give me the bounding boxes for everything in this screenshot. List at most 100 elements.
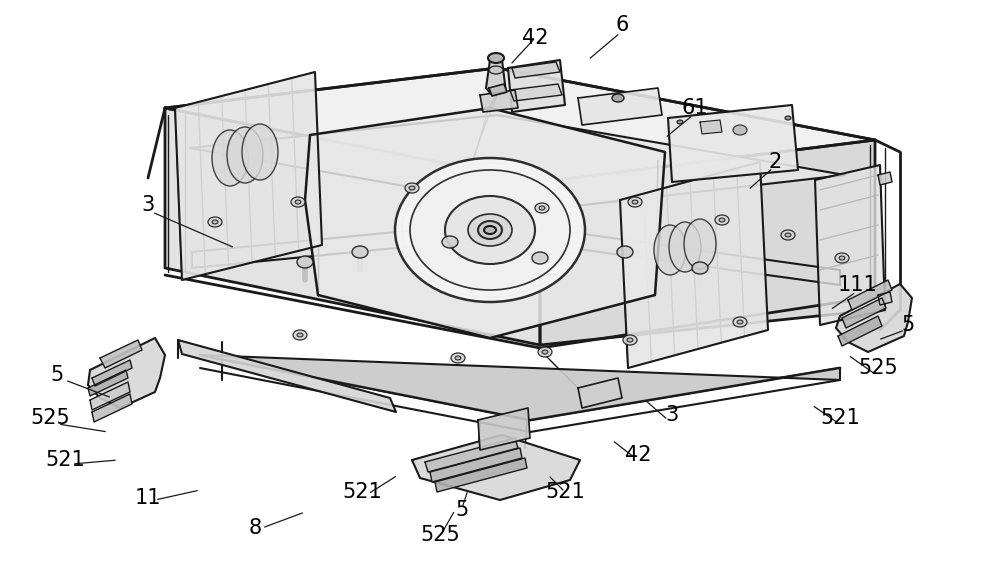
Polygon shape xyxy=(165,108,540,345)
Ellipse shape xyxy=(405,183,419,193)
Ellipse shape xyxy=(455,356,461,360)
Ellipse shape xyxy=(839,256,845,260)
Text: 521: 521 xyxy=(342,482,382,502)
Polygon shape xyxy=(178,340,396,412)
Ellipse shape xyxy=(293,330,307,340)
Ellipse shape xyxy=(684,219,716,269)
Ellipse shape xyxy=(719,218,725,222)
Polygon shape xyxy=(305,108,665,338)
Ellipse shape xyxy=(623,335,637,345)
Ellipse shape xyxy=(295,200,301,204)
Polygon shape xyxy=(540,140,875,345)
Text: 521: 521 xyxy=(545,482,585,502)
Text: 5: 5 xyxy=(50,365,64,385)
Text: 42: 42 xyxy=(522,28,548,48)
Polygon shape xyxy=(836,284,912,352)
Polygon shape xyxy=(878,172,892,185)
Ellipse shape xyxy=(835,253,849,263)
Text: 525: 525 xyxy=(420,525,460,545)
Text: 5: 5 xyxy=(901,315,915,335)
Ellipse shape xyxy=(538,347,552,357)
Text: 42: 42 xyxy=(625,445,651,465)
Polygon shape xyxy=(412,435,580,500)
Ellipse shape xyxy=(733,317,747,327)
Ellipse shape xyxy=(627,338,633,342)
Ellipse shape xyxy=(468,214,512,246)
Ellipse shape xyxy=(539,206,545,210)
Polygon shape xyxy=(88,338,165,408)
Ellipse shape xyxy=(632,200,638,204)
Polygon shape xyxy=(480,90,518,112)
Ellipse shape xyxy=(737,320,743,324)
Ellipse shape xyxy=(484,226,496,234)
Ellipse shape xyxy=(542,350,548,354)
Ellipse shape xyxy=(677,120,683,124)
Ellipse shape xyxy=(291,197,305,207)
Ellipse shape xyxy=(352,246,368,258)
Polygon shape xyxy=(90,382,130,410)
Ellipse shape xyxy=(692,262,708,274)
Polygon shape xyxy=(815,165,885,325)
Text: 61: 61 xyxy=(682,98,708,118)
Ellipse shape xyxy=(242,124,278,180)
Polygon shape xyxy=(578,88,662,125)
Text: 525: 525 xyxy=(858,358,898,378)
Ellipse shape xyxy=(781,230,795,240)
Text: 521: 521 xyxy=(45,450,85,470)
Ellipse shape xyxy=(628,197,642,207)
Text: 521: 521 xyxy=(820,408,860,428)
Ellipse shape xyxy=(409,186,415,190)
Polygon shape xyxy=(92,360,132,386)
Text: 3: 3 xyxy=(665,405,679,425)
Ellipse shape xyxy=(445,196,535,264)
Ellipse shape xyxy=(227,127,263,183)
Ellipse shape xyxy=(715,215,729,225)
Polygon shape xyxy=(838,316,882,346)
Text: 2: 2 xyxy=(768,152,782,172)
Ellipse shape xyxy=(410,170,570,290)
Polygon shape xyxy=(190,115,845,210)
Ellipse shape xyxy=(395,158,585,302)
Polygon shape xyxy=(88,370,128,396)
Ellipse shape xyxy=(212,220,218,224)
Polygon shape xyxy=(100,340,142,368)
Polygon shape xyxy=(700,120,722,134)
Ellipse shape xyxy=(212,130,248,186)
Polygon shape xyxy=(92,394,132,422)
Polygon shape xyxy=(878,292,892,305)
Ellipse shape xyxy=(612,94,624,102)
Text: 5: 5 xyxy=(455,500,469,520)
Polygon shape xyxy=(200,355,840,420)
Text: 525: 525 xyxy=(30,408,70,428)
Ellipse shape xyxy=(785,116,791,120)
Polygon shape xyxy=(486,60,506,95)
Polygon shape xyxy=(842,298,886,328)
Polygon shape xyxy=(478,408,530,450)
Polygon shape xyxy=(435,458,527,492)
Polygon shape xyxy=(425,438,518,472)
Text: 3: 3 xyxy=(141,195,155,215)
Ellipse shape xyxy=(535,203,549,213)
Polygon shape xyxy=(620,162,768,368)
Polygon shape xyxy=(508,60,565,112)
Polygon shape xyxy=(489,84,507,96)
Ellipse shape xyxy=(297,256,313,268)
Ellipse shape xyxy=(451,353,465,363)
Ellipse shape xyxy=(488,53,504,63)
Ellipse shape xyxy=(208,217,222,227)
Text: 8: 8 xyxy=(248,518,262,538)
Ellipse shape xyxy=(442,236,458,248)
Polygon shape xyxy=(578,378,622,408)
Ellipse shape xyxy=(489,66,503,74)
Polygon shape xyxy=(510,84,562,101)
Polygon shape xyxy=(165,68,875,182)
Polygon shape xyxy=(848,280,892,310)
Ellipse shape xyxy=(478,221,502,239)
Ellipse shape xyxy=(785,233,791,237)
Polygon shape xyxy=(512,62,560,78)
Ellipse shape xyxy=(733,125,747,135)
Ellipse shape xyxy=(617,246,633,258)
Ellipse shape xyxy=(532,252,548,264)
Text: 11: 11 xyxy=(135,488,161,508)
Polygon shape xyxy=(175,72,322,280)
